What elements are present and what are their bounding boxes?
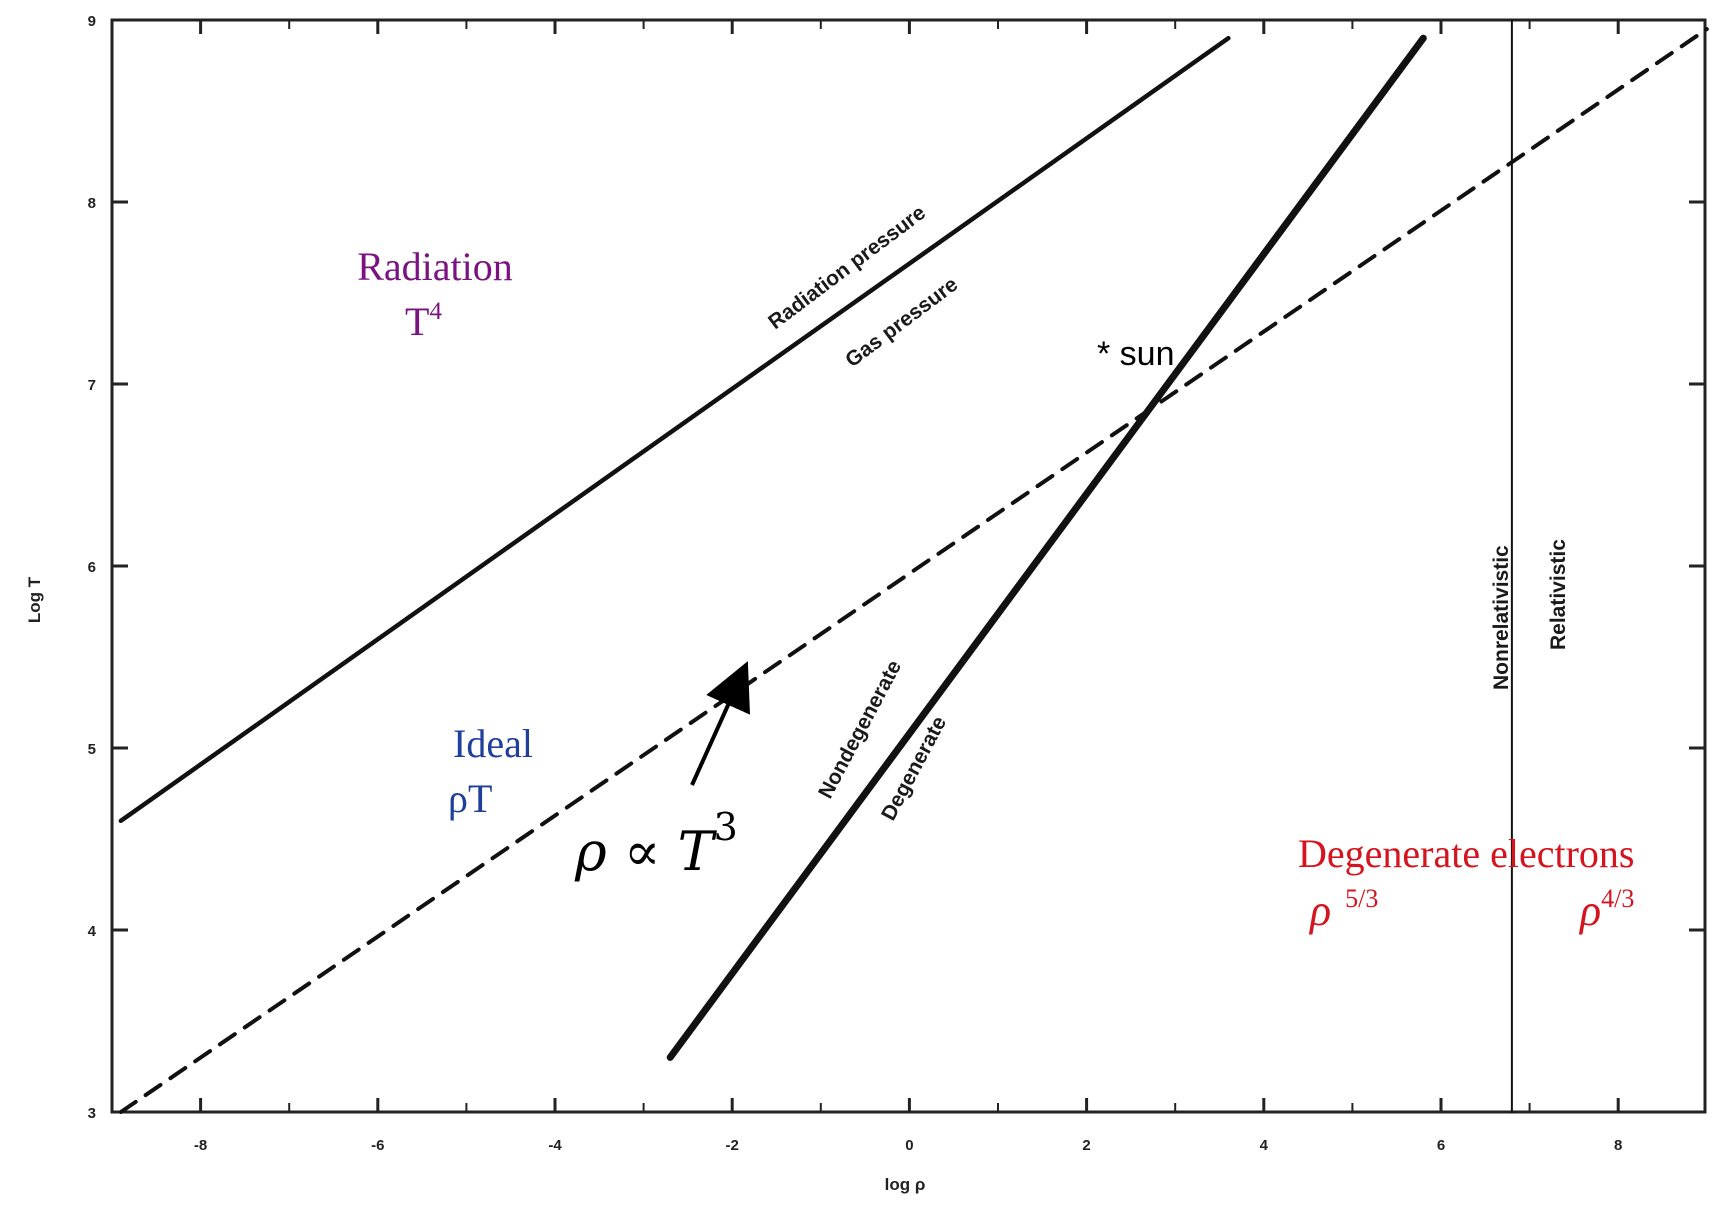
y-tick-label: 3 [88, 1105, 96, 1122]
series-layer [118, 19, 1709, 1114]
x-tick-label: -6 [371, 1137, 384, 1154]
annotation-radiation: Radiation [357, 244, 513, 289]
x-tick-label: 2 [1082, 1137, 1090, 1154]
y-tick-label: 4 [88, 923, 97, 940]
x-tick-label: -8 [194, 1137, 207, 1154]
radiation-gas-boundary-line [118, 35, 1231, 824]
relation-arrow [690, 661, 751, 786]
y-tick-label: 9 [88, 13, 96, 30]
annotation-sun: * sun [1097, 335, 1175, 373]
x-tick-label: 8 [1614, 1137, 1622, 1154]
annotation-rho-right-exp: 4/3 [1601, 884, 1634, 913]
annotation-rho-left: ρ [1308, 886, 1331, 935]
rho-t3-dashed-line [118, 27, 1709, 1114]
x-tick-label: -4 [548, 1137, 562, 1154]
x-tick-label: 0 [905, 1137, 913, 1154]
x-tick-label: -2 [726, 1137, 739, 1154]
annotation-rho-left-exp: 5/3 [1345, 884, 1378, 913]
y-tick-label: 7 [88, 377, 96, 394]
annotation-radiation-t: T4 [405, 298, 442, 344]
annotation-rho-five-thirds: ρ 5/3 [1308, 884, 1378, 935]
line-label-relativistic: Relativistic [1547, 539, 1570, 650]
annotation-degenerate-electrons: Degenerate electrons [1298, 831, 1634, 876]
x-axis-label: log ρ [885, 1175, 926, 1194]
line-label-nondegenerate: Nondegenerate [814, 657, 906, 803]
annotation-rho-four-thirds: ρ4/3 [1578, 884, 1634, 935]
annotation-ideal: Ideal [453, 721, 533, 766]
x-tick-label: 4 [1260, 1137, 1269, 1154]
line-label-gas-pressure: Gas pressure [841, 273, 962, 372]
y-tick-label: 5 [88, 741, 96, 758]
line-label-nonrelativistic: Nonrelativistic [1490, 545, 1513, 690]
x-tick-label: 6 [1437, 1137, 1445, 1154]
y-axis-label: Log T [25, 576, 44, 623]
annotation-rho-right: ρ [1578, 886, 1601, 935]
plot-frame [110, 18, 1707, 1114]
annotation-relation-exp: 3 [714, 805, 738, 849]
degeneracy-boundary-line [666, 34, 1427, 1061]
annotation-ideal-rho: ρT [448, 776, 492, 821]
annotation-relation: ρ ∝ T3 [574, 805, 738, 883]
annotation-radiation-t-base: T [405, 299, 429, 344]
axis-ticks: -8 -6 -4 -2 0 2 4 6 8 3 4 5 6 7 8 9 [88, 13, 1705, 1154]
annotation-radiation-t-exp: 4 [429, 298, 442, 325]
y-tick-label: 8 [88, 195, 96, 212]
y-tick-label: 6 [88, 559, 96, 576]
annotation-relation-base: ρ ∝ T [574, 820, 718, 883]
